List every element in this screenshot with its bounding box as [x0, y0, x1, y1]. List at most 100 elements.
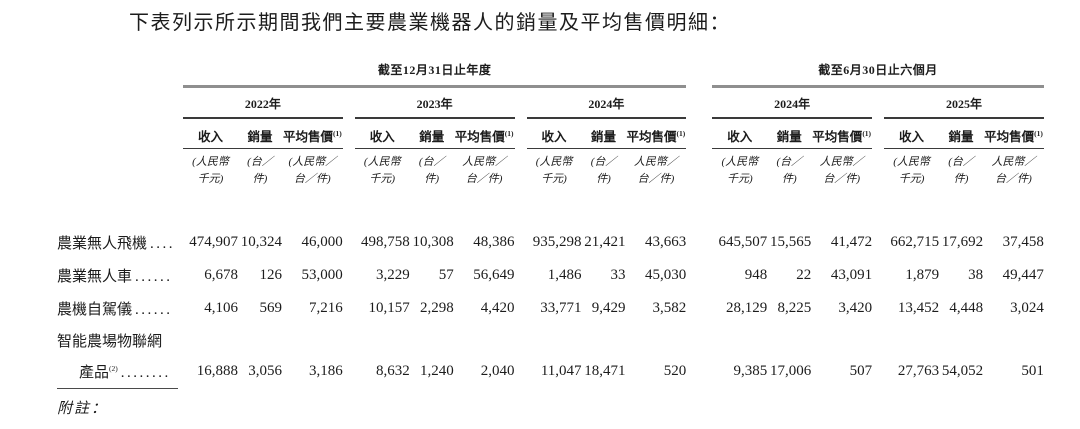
- value-cell: 3,229: [376, 267, 410, 283]
- value-cell: 37,458: [1002, 234, 1044, 250]
- value-cell: 9,429: [591, 300, 626, 316]
- footnote-1-marker: (1): [676, 128, 686, 138]
- footnote-2-marker: (2): [109, 364, 118, 373]
- table-row: 農業無人車...... 6,678 126 53,000 3,229 57 56…: [57, 259, 1044, 292]
- value-cell: 17,006: [770, 363, 812, 379]
- asp-header: 平均售價(1): [282, 118, 343, 149]
- value-cell: 8,225: [777, 300, 812, 316]
- year-header-row: 2022年 2023年 2024年 2024年 2025年: [57, 86, 1044, 119]
- value-cell: 33: [610, 267, 626, 283]
- volume-unit: (台／ 件): [418, 156, 445, 186]
- table-row: 農業無人飛機.... 474,907 10,324 46,000 498,758…: [57, 226, 1044, 259]
- volume-unit: (台／ 件): [247, 156, 273, 186]
- value-cell: 569: [259, 300, 283, 316]
- value-cell: 10,308: [412, 234, 454, 250]
- value-cell: 474,907: [189, 234, 238, 250]
- revenue-unit: (人民幣 千元): [893, 156, 930, 186]
- value-cell: 3,056: [248, 363, 282, 379]
- period-header-annual: 截至12月31日止年度: [183, 56, 687, 88]
- revenue-unit: (人民幣 千元): [363, 156, 401, 186]
- value-cell: 11,047: [540, 363, 582, 379]
- value-cell: 9,385: [733, 363, 768, 379]
- row-label: 產品(2)........: [79, 364, 171, 381]
- value-cell: 662,715: [890, 234, 940, 250]
- value-cell: 935,298: [532, 234, 582, 250]
- volume-header: 銷量: [939, 118, 984, 149]
- revenue-unit: (人民幣 千元): [535, 156, 573, 186]
- asp-header: 平均售價(1): [811, 118, 873, 149]
- value-cell: 3,582: [652, 300, 687, 316]
- volume-header: 銷量: [238, 118, 282, 149]
- volume-unit: (台／ 件): [590, 156, 617, 186]
- value-cell: 17,692: [941, 234, 984, 250]
- table-caption: 下表列示所示期間我們主要農業機器人的銷量及平均售價明細：: [129, 12, 731, 34]
- volume-unit: (台／ 件): [948, 156, 974, 186]
- revenue-header: 收入: [354, 118, 410, 149]
- value-cell: 27,763: [897, 363, 940, 379]
- value-cell: 8,632: [376, 363, 410, 379]
- volume-header: 銷量: [409, 118, 454, 149]
- value-cell: 13,452: [897, 300, 940, 316]
- value-cell: 501: [1021, 363, 1044, 379]
- value-cell: 7,216: [309, 300, 343, 316]
- unit-row: (人民幣 千元) (台／ 件) (人民幣／ 台／件) (人民幣 千元) (台／ 件) 人民…: [57, 149, 1044, 211]
- value-cell: 1,240: [420, 363, 454, 379]
- asp-unit: 人民幣／ 台／件): [462, 156, 507, 186]
- year-2024-interim: 2024年: [712, 86, 873, 119]
- value-cell: 21,421: [584, 234, 626, 250]
- footnote-divider: [57, 388, 178, 389]
- note-label: 附註：: [57, 401, 109, 417]
- value-cell: 45,030: [645, 267, 687, 283]
- asp-header: 平均售價(1): [625, 118, 687, 149]
- value-cell: 46,000: [301, 234, 343, 250]
- table-row: 智能農場物聯網: [57, 325, 1044, 355]
- value-cell: 43,663: [645, 234, 687, 250]
- volume-header: 銷量: [581, 118, 626, 149]
- value-cell: 126: [259, 267, 283, 283]
- asp-unit: 人民幣／ 台／件): [819, 156, 864, 186]
- value-cell: 948: [744, 267, 768, 283]
- revenue-header: 收入: [884, 118, 940, 149]
- value-cell: 3,024: [1010, 300, 1044, 316]
- row-label: 農業無人飛機....: [57, 236, 176, 252]
- value-cell: 48,386: [473, 234, 515, 250]
- value-cell: 1,879: [905, 267, 940, 283]
- value-cell: 10,157: [368, 300, 410, 316]
- value-cell: 15,565: [770, 234, 812, 250]
- column-header-row: 收入 銷量 平均售價(1) 收入 銷量 平均售價(1) 收入 銷量 平均售價(1…: [57, 118, 1044, 149]
- table-row: 農機自駕儀...... 4,106 569 7,216 10,157 2,298…: [57, 292, 1044, 325]
- footnote-1-marker: (1): [862, 128, 872, 138]
- value-cell: 507: [849, 363, 873, 379]
- value-cell: 33,771: [540, 300, 582, 316]
- value-cell: 43,091: [830, 267, 873, 283]
- value-cell: 49,447: [1002, 267, 1044, 283]
- value-cell: 2,040: [480, 363, 515, 379]
- value-cell: 4,106: [204, 300, 238, 316]
- sales-asp-table: 截至12月31日止年度 截至6月30日止六個月 2022年 2023年 2024…: [57, 56, 1044, 388]
- revenue-header: 收入: [712, 118, 768, 149]
- footnote-1-marker: (1): [504, 128, 514, 138]
- value-cell: 10,324: [240, 234, 282, 250]
- value-cell: 28,129: [726, 300, 768, 316]
- footnote-1-marker: (1): [333, 128, 342, 138]
- value-cell: 6,678: [204, 267, 238, 283]
- year-2022: 2022年: [183, 86, 343, 119]
- value-cell: 41,472: [830, 234, 873, 250]
- value-cell: 1,486: [547, 267, 582, 283]
- value-cell: 38: [968, 267, 984, 283]
- value-cell: 4,448: [949, 300, 984, 316]
- revenue-unit: (人民幣 千元): [192, 156, 229, 186]
- row-label: 農業無人車......: [57, 269, 173, 285]
- revenue-unit: (人民幣 千元): [721, 156, 759, 186]
- row-label: 智能農場物聯網: [57, 333, 163, 350]
- table-row: 產品(2)........ 16,888 3,056 3,186 8,632 1…: [57, 355, 1044, 388]
- volume-unit: (台／ 件): [776, 156, 803, 186]
- asp-header: 平均售價(1): [983, 118, 1044, 149]
- value-cell: 56,649: [473, 267, 515, 283]
- period-header-row: 截至12月31日止年度 截至6月30日止六個月: [57, 56, 1044, 88]
- year-2023: 2023年: [354, 86, 515, 119]
- value-cell: 16,888: [196, 363, 238, 379]
- value-cell: 53,000: [301, 267, 343, 283]
- value-cell: 3,420: [838, 300, 873, 316]
- value-cell: 18,471: [584, 363, 626, 379]
